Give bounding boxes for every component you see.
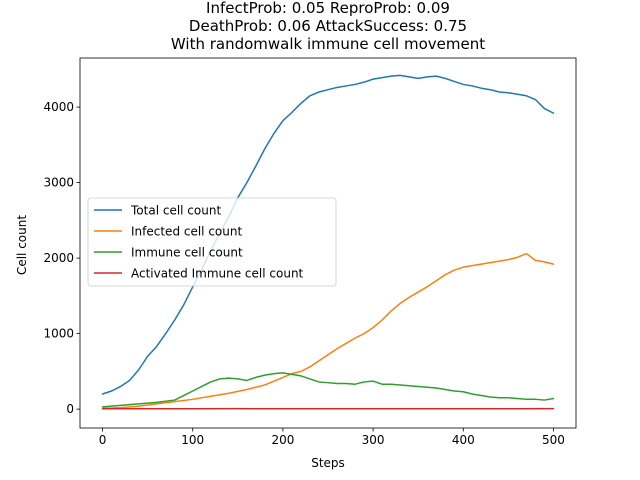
legend-label: Infected cell count (131, 225, 242, 239)
legend: Total cell count Infected cell count Immun… (87, 197, 337, 287)
chart-title-line-3: With randomwalk immune cell movement (171, 35, 485, 53)
legend-box (87, 197, 337, 287)
y-tick-label: 0 (66, 402, 74, 416)
x-axis: 0 100 200 300 400 500 (99, 428, 565, 447)
x-tick-label: 500 (542, 433, 565, 447)
legend-label: Immune cell count (131, 246, 243, 260)
series-line-2 (101, 252, 555, 410)
chart-title-line-2: DeathProb: 0.06 AttackSuccess: 0.75 (189, 17, 467, 35)
series-layer (101, 74, 555, 410)
legend-label: Total cell count (130, 204, 221, 218)
y-tick-label: 4000 (43, 100, 74, 114)
y-tick-label: 1000 (43, 327, 74, 341)
x-tick-label: 400 (452, 433, 475, 447)
y-tick-label: 2000 (43, 251, 74, 265)
legend-label: Activated Immune cell count (131, 267, 304, 281)
x-tick-label: 200 (271, 433, 294, 447)
x-axis-label: Steps (311, 456, 345, 470)
x-tick-label: 300 (362, 433, 385, 447)
x-tick-label: 100 (181, 433, 204, 447)
series-line-1 (101, 74, 555, 395)
chart-title-line-1: InfectProb: 0.05 ReproProb: 0.09 (206, 0, 450, 17)
x-tick-label: 0 (99, 433, 107, 447)
y-tick-label: 3000 (43, 176, 74, 190)
y-axis-label: Cell count (15, 215, 29, 275)
y-axis: 0 1000 2000 3000 4000 (43, 100, 80, 416)
series-line-3 (101, 372, 555, 408)
